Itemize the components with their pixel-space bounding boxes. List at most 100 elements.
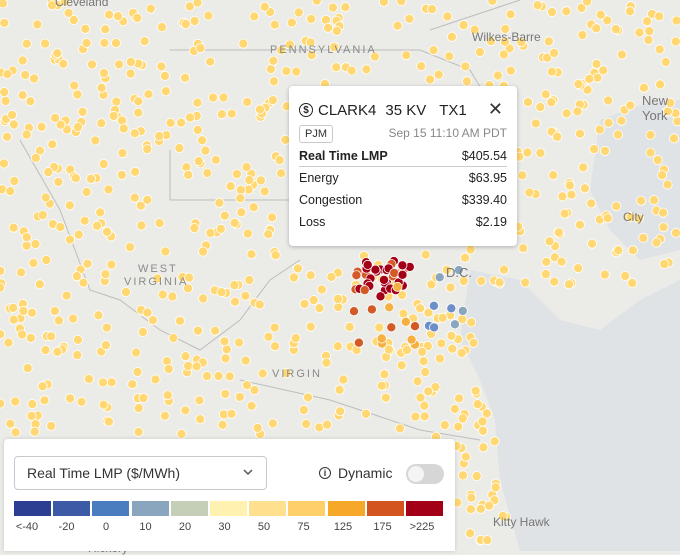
price-node[interactable]	[7, 109, 18, 120]
price-node[interactable]	[46, 420, 57, 431]
price-node[interactable]	[595, 9, 606, 20]
price-node[interactable]	[589, 144, 600, 155]
price-node[interactable]	[360, 408, 371, 419]
price-node[interactable]	[125, 68, 136, 79]
price-node[interactable]	[351, 270, 362, 281]
price-node[interactable]	[420, 367, 431, 378]
price-node[interactable]	[389, 267, 400, 278]
price-node[interactable]	[549, 48, 560, 59]
price-node[interactable]	[564, 180, 575, 191]
price-node[interactable]	[409, 321, 420, 332]
price-node[interactable]	[359, 285, 370, 296]
price-node[interactable]	[540, 269, 551, 280]
price-node[interactable]	[577, 29, 588, 40]
price-node[interactable]	[242, 96, 253, 107]
price-node[interactable]	[37, 381, 48, 392]
price-node[interactable]	[564, 279, 575, 290]
price-node[interactable]	[167, 291, 178, 302]
price-node[interactable]	[30, 238, 41, 249]
price-node[interactable]	[0, 96, 11, 107]
price-node[interactable]	[0, 282, 6, 293]
price-node[interactable]	[627, 278, 638, 289]
price-node[interactable]	[254, 299, 265, 310]
price-node[interactable]	[549, 276, 560, 287]
price-node[interactable]	[303, 392, 314, 403]
price-node[interactable]	[460, 252, 471, 263]
price-node[interactable]	[281, 66, 292, 77]
price-node[interactable]	[556, 256, 567, 267]
price-node[interactable]	[436, 338, 447, 349]
price-node[interactable]	[194, 395, 205, 406]
price-node[interactable]	[203, 10, 214, 21]
price-node[interactable]	[29, 73, 40, 84]
price-node[interactable]	[410, 411, 421, 422]
price-node[interactable]	[64, 200, 75, 211]
price-node[interactable]	[613, 129, 624, 140]
price-node[interactable]	[76, 396, 87, 407]
price-node[interactable]	[447, 343, 458, 354]
price-node[interactable]	[230, 296, 241, 307]
price-node[interactable]	[658, 207, 669, 218]
price-node[interactable]	[293, 7, 304, 18]
price-node[interactable]	[494, 277, 505, 288]
price-node[interactable]	[369, 51, 380, 62]
price-node[interactable]	[192, 325, 203, 336]
price-node[interactable]	[546, 97, 557, 108]
price-node[interactable]	[40, 38, 51, 49]
price-node[interactable]	[36, 121, 47, 132]
price-node[interactable]	[47, 0, 58, 11]
price-node[interactable]	[298, 404, 309, 415]
price-node[interactable]	[331, 62, 342, 73]
price-node[interactable]	[96, 82, 107, 93]
price-node[interactable]	[229, 217, 240, 228]
price-node[interactable]	[498, 49, 509, 60]
price-node[interactable]	[417, 346, 428, 357]
price-node[interactable]	[670, 227, 680, 238]
price-node[interactable]	[8, 314, 19, 325]
price-node[interactable]	[47, 139, 58, 150]
price-node[interactable]	[406, 334, 417, 345]
price-node[interactable]	[269, 322, 280, 333]
price-node[interactable]	[106, 259, 117, 270]
price-node[interactable]	[95, 207, 106, 218]
price-node[interactable]	[428, 300, 439, 311]
price-node[interactable]	[584, 73, 595, 84]
price-node[interactable]	[576, 2, 587, 13]
price-node[interactable]	[72, 122, 83, 133]
price-node[interactable]	[484, 500, 495, 511]
price-node[interactable]	[660, 57, 671, 68]
price-node[interactable]	[361, 64, 372, 75]
price-node[interactable]	[573, 79, 584, 90]
price-node[interactable]	[434, 353, 445, 364]
price-node[interactable]	[197, 135, 208, 146]
price-node[interactable]	[446, 31, 457, 42]
price-node[interactable]	[670, 36, 680, 47]
price-node[interactable]	[180, 18, 191, 29]
price-node[interactable]	[81, 38, 92, 49]
price-node[interactable]	[267, 418, 278, 429]
price-node[interactable]	[225, 181, 236, 192]
price-node[interactable]	[267, 95, 278, 106]
price-node[interactable]	[20, 69, 31, 80]
price-node[interactable]	[415, 303, 426, 314]
price-node[interactable]	[669, 133, 680, 144]
price-node[interactable]	[3, 337, 14, 348]
price-node[interactable]	[192, 124, 203, 135]
price-node[interactable]	[138, 392, 149, 403]
price-node[interactable]	[218, 92, 229, 103]
price-node[interactable]	[249, 11, 260, 22]
price-node[interactable]	[485, 36, 496, 47]
price-node[interactable]	[205, 56, 216, 67]
price-node[interactable]	[249, 385, 260, 396]
price-node[interactable]	[308, 295, 319, 306]
price-node[interactable]	[598, 65, 609, 76]
price-node[interactable]	[216, 287, 227, 298]
price-node[interactable]	[259, 186, 270, 197]
price-node[interactable]	[655, 79, 666, 90]
price-node[interactable]	[449, 319, 460, 330]
price-node[interactable]	[137, 326, 148, 337]
price-node[interactable]	[652, 155, 663, 166]
price-node[interactable]	[397, 269, 408, 280]
price-node[interactable]	[321, 357, 332, 368]
